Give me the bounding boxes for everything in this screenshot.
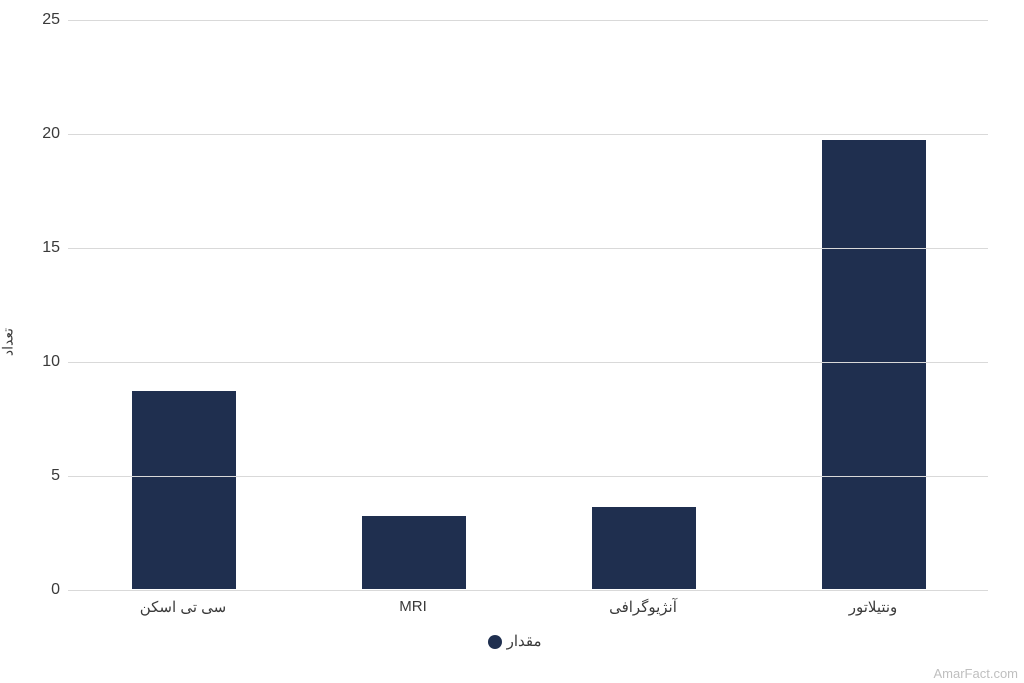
x-tick-label: سی تی اسکن bbox=[140, 598, 227, 616]
y-axis-label: تعداد bbox=[0, 327, 17, 355]
y-tick-label: 25 bbox=[36, 11, 60, 29]
bar-chart: تعداد مقدار AmarFact.com 0 5 10 15 20 25 سی تی… bbox=[0, 0, 1024, 683]
y-tick-label: 10 bbox=[36, 353, 60, 371]
legend-dot bbox=[488, 635, 502, 649]
gridline bbox=[68, 248, 988, 249]
y-tick-label: 20 bbox=[36, 125, 60, 143]
x-tick-label: MRI bbox=[399, 598, 427, 615]
bars-container bbox=[68, 20, 988, 590]
legend-label: مقدار bbox=[507, 633, 542, 650]
bar bbox=[131, 390, 237, 590]
bar bbox=[821, 139, 927, 590]
plot-area bbox=[68, 20, 988, 590]
x-tick-label: آنژیوگرافی bbox=[609, 598, 677, 616]
gridline bbox=[68, 362, 988, 363]
gridline bbox=[68, 20, 988, 21]
gridline bbox=[68, 476, 988, 477]
y-tick-label: 0 bbox=[36, 581, 60, 599]
watermark: AmarFact.com bbox=[933, 666, 1018, 681]
gridline bbox=[68, 590, 988, 591]
legend: مقدار bbox=[0, 632, 1024, 650]
x-tick-label: ونتیلاتور bbox=[849, 598, 898, 616]
bar bbox=[591, 506, 697, 590]
gridline bbox=[68, 134, 988, 135]
y-tick-label: 5 bbox=[36, 467, 60, 485]
bar bbox=[361, 515, 467, 590]
y-tick-label: 15 bbox=[36, 239, 60, 257]
